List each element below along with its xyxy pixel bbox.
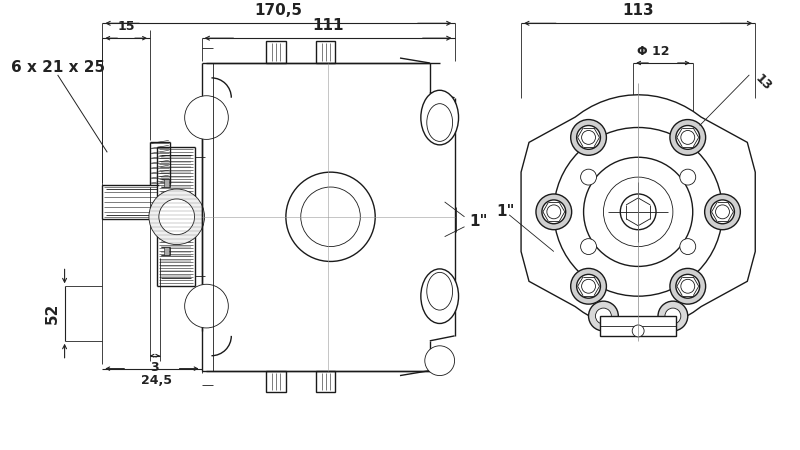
Circle shape <box>670 268 706 304</box>
Circle shape <box>681 279 694 293</box>
Circle shape <box>632 325 644 337</box>
Circle shape <box>676 274 700 298</box>
Circle shape <box>149 189 205 245</box>
Circle shape <box>577 126 601 149</box>
Bar <box>164 247 169 255</box>
Ellipse shape <box>301 187 360 247</box>
Text: 170,5: 170,5 <box>254 3 302 18</box>
Text: 1": 1" <box>470 214 488 229</box>
Circle shape <box>589 301 618 331</box>
Circle shape <box>554 127 722 296</box>
Circle shape <box>680 238 696 255</box>
Circle shape <box>680 169 696 185</box>
Circle shape <box>159 199 194 234</box>
Polygon shape <box>521 95 755 329</box>
Ellipse shape <box>421 90 458 145</box>
Bar <box>164 179 169 187</box>
Circle shape <box>670 120 706 155</box>
Circle shape <box>620 194 656 230</box>
Circle shape <box>710 200 734 224</box>
Circle shape <box>582 130 595 144</box>
Circle shape <box>705 194 740 230</box>
Circle shape <box>542 200 566 224</box>
Circle shape <box>583 157 693 266</box>
Text: 113: 113 <box>622 3 654 18</box>
Circle shape <box>595 308 611 324</box>
Ellipse shape <box>426 104 453 141</box>
Circle shape <box>536 194 572 230</box>
Circle shape <box>715 205 730 219</box>
Circle shape <box>570 120 606 155</box>
Text: Φ 12: Φ 12 <box>637 45 670 58</box>
Ellipse shape <box>426 272 453 310</box>
Circle shape <box>581 238 597 255</box>
Circle shape <box>681 130 694 144</box>
Text: 3: 3 <box>150 361 159 374</box>
Text: 15: 15 <box>118 20 135 33</box>
Circle shape <box>658 301 688 331</box>
Bar <box>316 371 335 392</box>
Text: 52: 52 <box>45 303 60 324</box>
Circle shape <box>185 284 228 328</box>
Text: 24,5: 24,5 <box>142 374 172 387</box>
Text: 13: 13 <box>752 72 774 94</box>
Text: 111: 111 <box>312 18 344 33</box>
Circle shape <box>665 308 681 324</box>
Circle shape <box>582 279 595 293</box>
Ellipse shape <box>286 172 375 261</box>
Circle shape <box>570 268 606 304</box>
Bar <box>266 41 286 63</box>
Circle shape <box>547 205 561 219</box>
Circle shape <box>581 169 597 185</box>
Text: 1": 1" <box>496 204 514 219</box>
Bar <box>601 316 676 336</box>
Bar <box>316 41 335 63</box>
Bar <box>266 371 286 392</box>
Circle shape <box>185 96 228 140</box>
Text: 6 x 21 x 25: 6 x 21 x 25 <box>11 60 105 76</box>
Circle shape <box>676 126 700 149</box>
Circle shape <box>603 177 673 247</box>
Ellipse shape <box>425 346 454 376</box>
Ellipse shape <box>421 269 458 324</box>
Circle shape <box>577 274 601 298</box>
